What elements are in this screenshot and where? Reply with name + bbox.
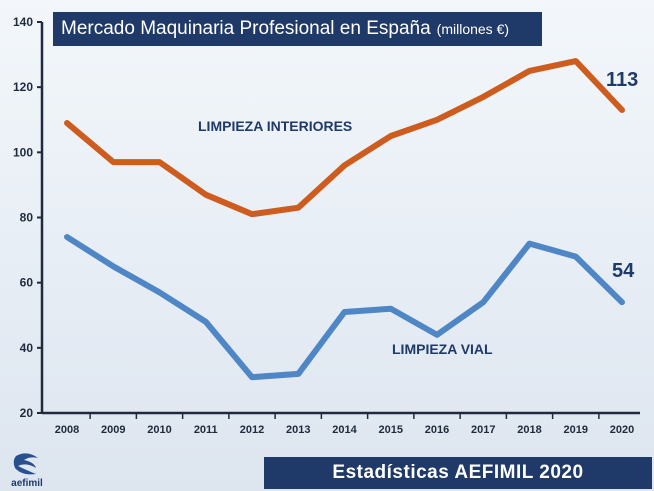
series-line-limpieza-vial <box>64 234 625 381</box>
footer-banner: Estadísticas AEFIMIL 2020 <box>264 457 652 489</box>
x-tick-label: 2016 <box>425 424 449 436</box>
x-tick-label: 2020 <box>610 424 634 436</box>
chart-title: Mercado Maquinaria Profesional en España… <box>53 12 542 46</box>
x-tick-label: 2018 <box>517 424 541 436</box>
chart-title-unit: (millones €) <box>436 21 510 37</box>
y-tick-label: 20 <box>20 406 34 420</box>
aefimil-logo: aefimil <box>6 452 48 490</box>
y-tick-label: 140 <box>13 15 33 29</box>
y-tick-label: 120 <box>13 80 33 94</box>
x-tick-label: 2009 <box>101 424 125 436</box>
y-tick-label: 80 <box>20 211 34 225</box>
x-tick-label: 2017 <box>471 424 495 436</box>
end-value-label: 54 <box>612 260 635 282</box>
series-name-label: LIMPIEZA INTERIORES <box>198 118 352 134</box>
end-value-label: 113 <box>606 69 638 91</box>
x-tick-label: 2019 <box>564 424 588 436</box>
y-tick-label: 100 <box>13 145 33 159</box>
x-tick-label: 2011 <box>194 424 218 436</box>
x-tick-label: 2008 <box>55 424 79 436</box>
series-line-limpieza-interiores <box>64 58 625 218</box>
x-tick-label: 2013 <box>286 424 310 436</box>
aefimil-logo-icon <box>13 453 38 475</box>
x-tick-label: 2014 <box>332 424 357 436</box>
series-name-label: LIMPIEZA VIAL <box>392 341 493 357</box>
y-tick-label: 40 <box>20 341 34 355</box>
logo-text: aefimil <box>11 478 43 489</box>
x-tick-label: 2015 <box>379 424 403 436</box>
x-tick-label: 2012 <box>240 424 264 436</box>
y-tick-label: 60 <box>20 276 34 290</box>
chart-title-main: Mercado Maquinaria Profesional en España <box>61 18 431 39</box>
x-tick-label: 2010 <box>147 424 171 436</box>
